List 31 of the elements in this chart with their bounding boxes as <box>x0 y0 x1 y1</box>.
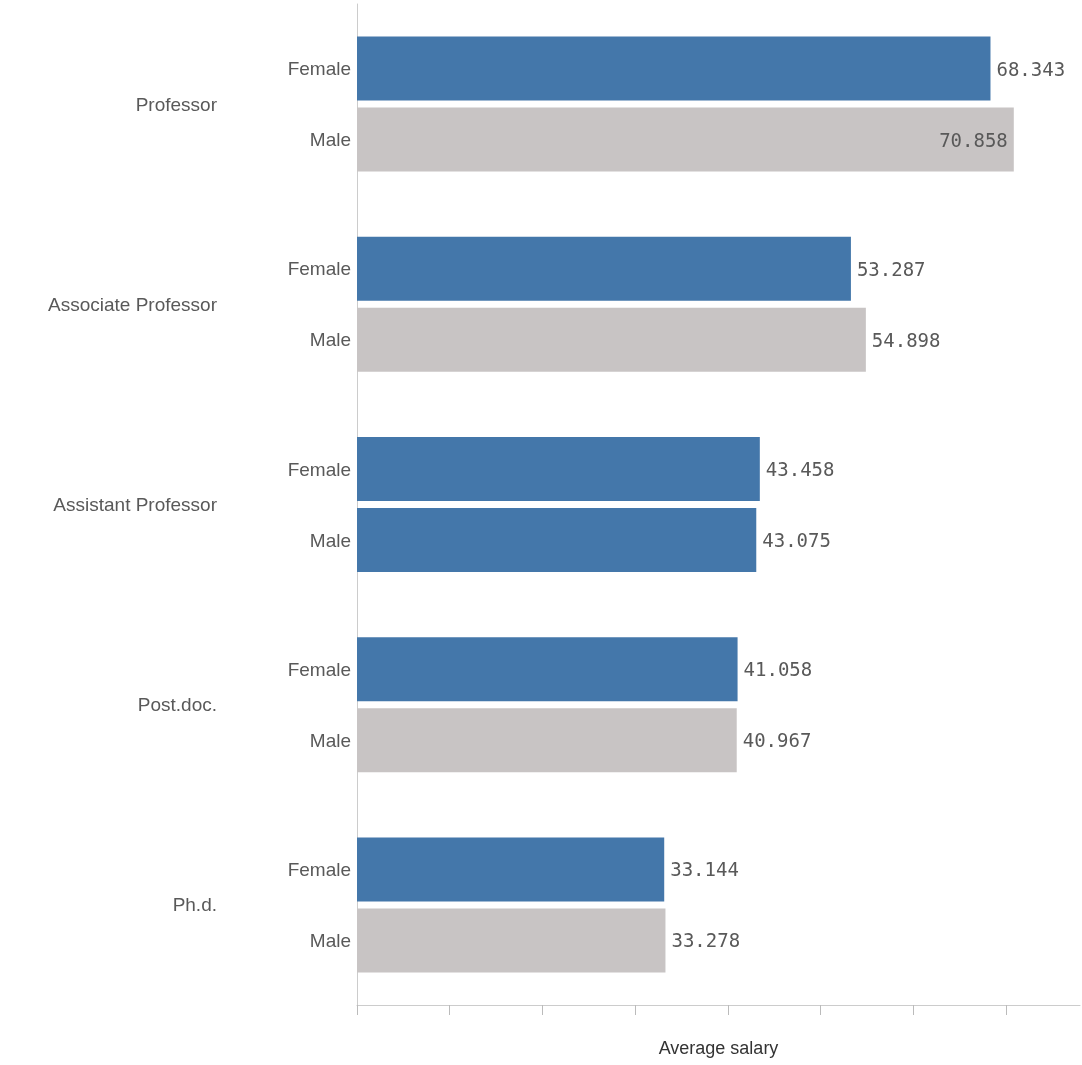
text: Female <box>287 458 351 480</box>
text: Male <box>309 329 351 351</box>
data-label: 43.075 <box>762 529 831 552</box>
text: Female <box>287 258 351 280</box>
data-label: 33.278 <box>671 929 741 952</box>
x-axis-title: Average salary <box>658 1038 779 1058</box>
data-label: 53.287 <box>856 257 926 280</box>
text: Male <box>309 729 351 751</box>
data-label: 33.144 <box>670 858 739 881</box>
y-tick-label: Post.doc. <box>137 694 217 716</box>
data-label: 40.967 <box>742 729 812 752</box>
series-label: Male <box>309 129 351 151</box>
y-tick-label: Professor <box>135 93 218 115</box>
bar <box>357 36 991 101</box>
y-tick-label: Ph.d. <box>172 894 217 916</box>
data-label: 68.343 <box>996 57 1066 80</box>
text: Male <box>309 929 351 951</box>
bar <box>357 436 760 501</box>
text: Female <box>287 858 351 880</box>
series-label: Female <box>287 58 351 80</box>
data-label: 70.858 <box>939 128 1008 151</box>
y-tick-label: Assistant Professor <box>53 494 218 515</box>
data-label: 43.458 <box>765 457 835 480</box>
bar <box>357 637 738 702</box>
bar <box>357 837 665 902</box>
data-label: 41.058 <box>743 658 813 681</box>
text: Male <box>309 529 351 551</box>
y-tick-label: Associate Professor <box>48 293 218 315</box>
text: Female <box>287 658 351 680</box>
data-label: 54.898 <box>871 328 941 351</box>
bar <box>357 236 851 301</box>
